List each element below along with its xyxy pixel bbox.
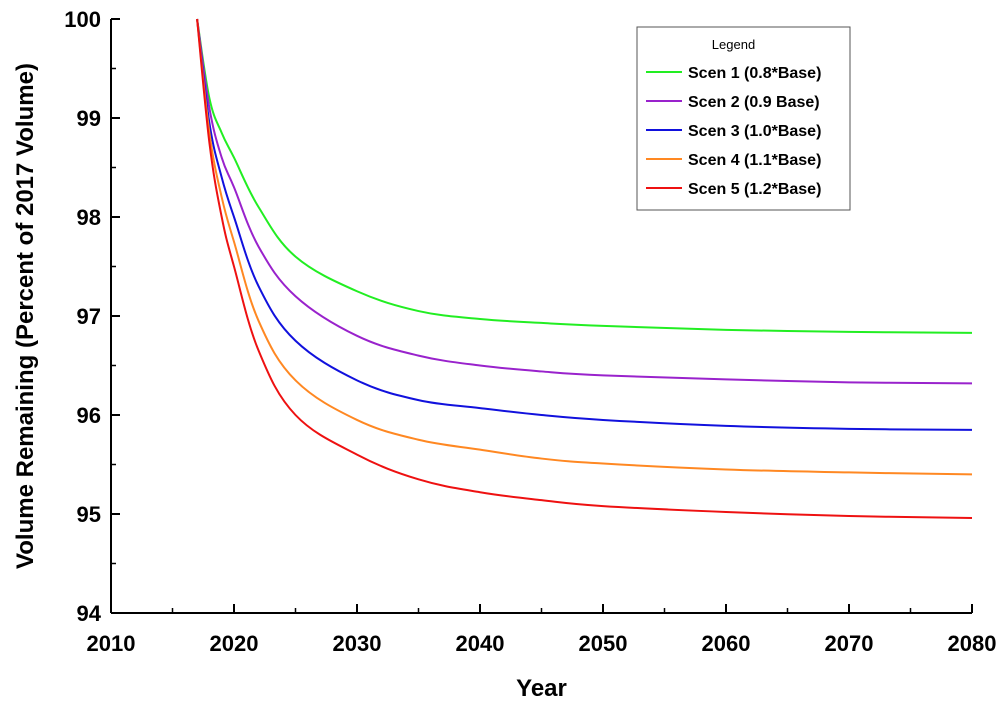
x-axis-title: Year xyxy=(516,675,567,702)
x-tick-label: 2060 xyxy=(702,631,751,656)
x-tick-label: 2020 xyxy=(210,631,259,656)
y-tick-label: 100 xyxy=(64,7,101,32)
series-line-1 xyxy=(196,18,973,334)
legend-label-1: Scen 1 (0.8*Base) xyxy=(688,65,821,82)
y-tick-label: 95 xyxy=(77,502,101,527)
x-tick-label: 2040 xyxy=(456,631,505,656)
y-axis-title: Volume Remaining (Percent of 2017 Volume… xyxy=(12,63,39,569)
series-line-4 xyxy=(196,18,973,476)
legend-label-4: Scen 4 (1.1*Base) xyxy=(688,152,821,169)
y-tick-label: 98 xyxy=(77,205,101,230)
y-tick-label: 96 xyxy=(77,403,101,428)
y-tick-label: 99 xyxy=(77,106,101,131)
legend-title: Legend xyxy=(712,37,755,52)
x-tick-label: 2030 xyxy=(333,631,382,656)
legend-label-3: Scen 3 (1.0*Base) xyxy=(688,123,821,140)
legend-items: Scen 1 (0.8*Base) Scen 2 (0.9 Base) Scen 3… xyxy=(646,65,821,198)
y-tick-label: 94 xyxy=(77,601,102,626)
series-line-3 xyxy=(196,18,973,431)
x-ticks: 2010 2020 2030 2040 2050 2060 2070 2080 xyxy=(87,604,997,656)
y-ticks: 94 95 96 97 98 99 100 xyxy=(64,7,120,626)
legend-label-5: Scen 5 (1.2*Base) xyxy=(688,181,821,198)
legend-box xyxy=(636,26,851,211)
series-line-5 xyxy=(196,18,973,519)
x-tick-label: 2050 xyxy=(579,631,628,656)
series-lines xyxy=(196,18,973,519)
legend-label-2: Scen 2 (0.9 Base) xyxy=(688,94,820,111)
x-tick-label: 2070 xyxy=(825,631,874,656)
x-tick-label: 2080 xyxy=(948,631,997,656)
series-line-2 xyxy=(196,18,973,385)
x-tick-label: 2010 xyxy=(87,631,136,656)
y-tick-label: 97 xyxy=(77,304,101,329)
legend: Legend Scen 1 (0.8*Base) Scen 2 (0.9 Base… xyxy=(636,26,851,211)
